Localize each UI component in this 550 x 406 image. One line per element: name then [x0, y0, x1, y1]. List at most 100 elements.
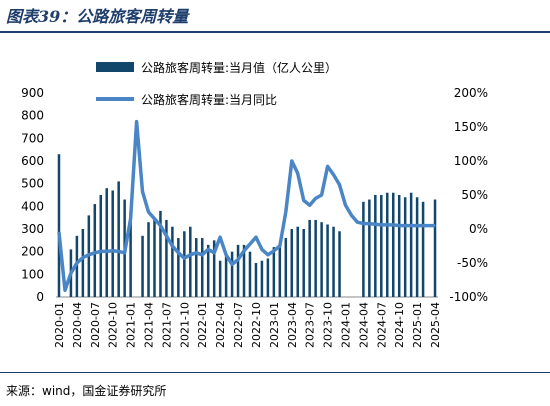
bar: [165, 219, 168, 297]
y-right-tick-label: -100%: [449, 290, 488, 304]
line-point: [398, 224, 401, 227]
line-point: [249, 243, 251, 245]
line-point: [273, 249, 275, 252]
bar: [326, 224, 329, 297]
line-series: [57, 119, 436, 292]
bar: [111, 190, 114, 297]
line-point: [243, 249, 245, 252]
line-point: [129, 218, 132, 220]
legend: 公路旅客周转量:当月值（亿人公里） 公路旅客周转量:当月同比: [96, 60, 337, 107]
bar: [236, 244, 240, 297]
line-point: [93, 252, 96, 254]
line-point: [117, 250, 120, 253]
bar: [266, 258, 270, 297]
title-rule: [0, 31, 550, 33]
bar: [308, 219, 311, 297]
bar: [338, 231, 341, 297]
bar: [421, 201, 425, 297]
bar: [153, 217, 156, 297]
line-point: [76, 262, 78, 264]
line-point: [368, 222, 371, 225]
line-point: [64, 289, 66, 292]
line-point: [213, 252, 215, 254]
x-tick-label: 2022-04: [214, 302, 227, 348]
line-point: [82, 256, 84, 259]
y-right-tick-label: 50%: [461, 188, 488, 202]
bar: [177, 238, 180, 297]
x-tick-label: 2022-01: [196, 302, 209, 348]
yoy-line: [57, 119, 435, 292]
y-left-tick-label: 300: [21, 222, 44, 236]
x-tick-label: 2023-10: [322, 302, 335, 348]
line-point: [386, 224, 389, 226]
bar: [302, 229, 305, 297]
y-left-tick-label: 800: [21, 109, 44, 123]
bar: [433, 199, 437, 297]
bar: [57, 154, 61, 297]
y-right-tick-label: -50%: [457, 256, 488, 270]
y-right-tick-label: 0%: [469, 222, 488, 236]
line-point: [237, 258, 239, 261]
y-left-tick-label: 700: [21, 131, 44, 145]
line-point: [428, 224, 430, 227]
bar: [171, 226, 174, 297]
line-point: [207, 248, 210, 251]
footer-rule: [0, 372, 550, 373]
line-point: [374, 223, 377, 226]
line-point: [267, 254, 269, 256]
bar: [230, 251, 234, 297]
x-tick-label: 2021-04: [143, 302, 156, 348]
bar: [374, 195, 377, 297]
x-tick-label: 2020-07: [89, 302, 102, 348]
bar: [397, 195, 401, 297]
line-point: [201, 254, 204, 256]
bar: [105, 188, 108, 297]
bar: [141, 235, 144, 297]
bar: [189, 226, 192, 297]
line-point: [255, 236, 257, 238]
line-point: [99, 250, 102, 253]
line-point: [105, 250, 108, 253]
line-point: [159, 224, 162, 227]
bar: [403, 197, 407, 297]
line-point: [434, 224, 436, 227]
bar: [218, 260, 222, 297]
bar: [391, 192, 395, 297]
x-tick-label: 2024-01: [339, 302, 352, 348]
source-note: 来源：wind，国金证券研究所: [6, 384, 167, 398]
line-point: [410, 224, 412, 227]
bar: [409, 192, 413, 297]
bar: [415, 197, 419, 297]
line-point: [177, 252, 180, 254]
bar: [272, 247, 276, 297]
x-tick-label: 2021-07: [160, 302, 173, 348]
y-left-tick-label: 100: [21, 267, 44, 281]
line-point: [338, 184, 341, 186]
line-point: [88, 254, 90, 256]
bar: [332, 226, 335, 297]
bar: [200, 238, 204, 297]
line-point: [356, 221, 359, 223]
bar: [242, 244, 246, 297]
x-tick-label: 2023-01: [268, 302, 281, 348]
line-point: [332, 173, 335, 176]
x-tick-label: 2023-04: [286, 302, 299, 348]
line-point: [123, 252, 126, 254]
y-left-tick-label: 0: [36, 290, 44, 304]
bar: [260, 260, 264, 297]
bar: [224, 256, 228, 297]
x-tick-label: 2020-04: [71, 302, 84, 348]
line-point: [261, 248, 263, 251]
bar: [278, 244, 282, 297]
line-point: [141, 190, 144, 193]
bar: [284, 238, 288, 297]
chart-title: 图表39：公路旅客周转量: [6, 7, 189, 26]
bar: [195, 238, 198, 297]
bar: [117, 181, 120, 297]
line-point: [362, 222, 365, 225]
bar: [147, 222, 150, 297]
line-point: [147, 211, 150, 213]
bar: [380, 195, 383, 297]
y-left-tick-label: 900: [21, 86, 44, 100]
